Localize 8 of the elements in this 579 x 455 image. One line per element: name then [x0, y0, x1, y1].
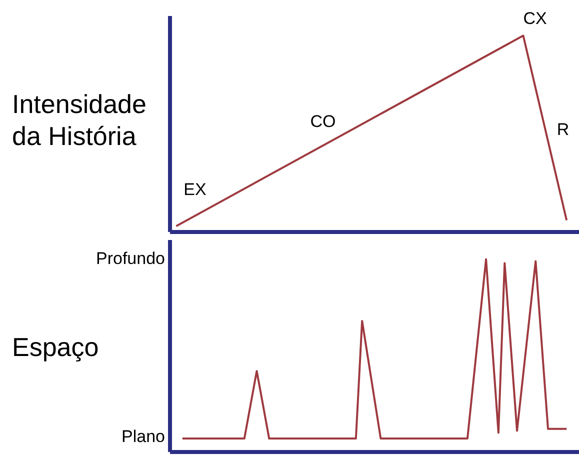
text: CX	[523, 9, 547, 29]
text: Plano	[122, 427, 165, 447]
y-axis-title: Intensidade da História	[12, 88, 148, 152]
annotation: CO	[310, 112, 336, 132]
text: Profundo	[96, 249, 165, 269]
annotation: EX	[184, 180, 206, 200]
annotation: R	[556, 120, 570, 140]
y-axis-title: Espaço	[12, 331, 99, 364]
